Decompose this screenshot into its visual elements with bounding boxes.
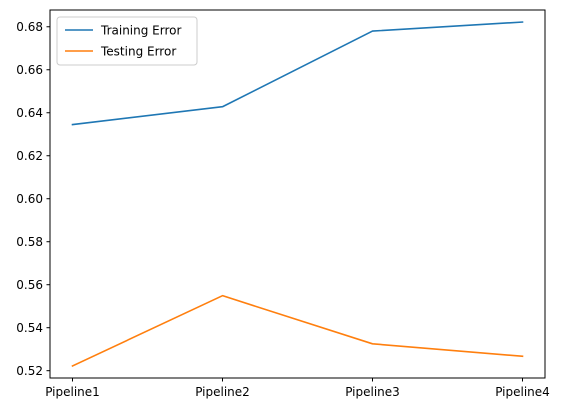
legend: Training Error Testing Error: [56, 16, 198, 66]
y-tick-label: 0.58: [16, 235, 43, 249]
x-tick-label: Pipeline4: [495, 385, 550, 399]
x-tick-label: Pipeline3: [345, 385, 400, 399]
x-tick-label: Pipeline1: [45, 385, 100, 399]
y-tick-label: 0.60: [16, 192, 43, 206]
y-tick-label: 0.68: [16, 20, 43, 34]
y-tick-label: 0.54: [16, 321, 43, 335]
series-layer: [71, 21, 524, 368]
y-tick-label: 0.66: [16, 63, 43, 77]
plot-frame: [49, 9, 546, 379]
x-axis: Pipeline1 Pipeline2 Pipeline3 Pipeline4: [45, 378, 550, 399]
x-tick-label: Pipeline2: [195, 385, 250, 399]
legend-label: Training Error: [100, 23, 181, 37]
y-tick-label: 0.62: [16, 149, 43, 163]
y-tick-label: 0.64: [16, 106, 43, 120]
series-line-training-error: [71, 21, 524, 126]
y-tick-label: 0.52: [16, 364, 43, 378]
y-tick-label: 0.56: [16, 278, 43, 292]
legend-label: Testing Error: [100, 44, 176, 58]
y-axis: 0.52 0.54 0.56 0.58 0.60 0.62 0.64 0.66 0.68: [16, 20, 50, 378]
legend-box: [56, 16, 198, 66]
series-line-testing-error: [71, 294, 524, 368]
